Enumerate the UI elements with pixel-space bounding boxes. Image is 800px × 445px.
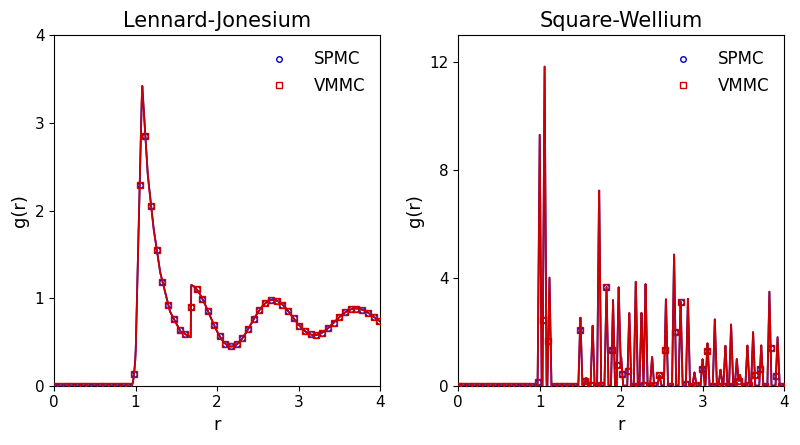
X-axis label: r: r	[618, 416, 625, 434]
VMMC	[363, 310, 373, 315]
SPMC	[480, 383, 490, 388]
VMMC	[777, 383, 786, 388]
Y-axis label: g(r): g(r)	[406, 194, 424, 227]
Line: SPMC: SPMC	[455, 284, 784, 388]
Legend: SPMC, VMMC: SPMC, VMMC	[252, 44, 372, 101]
Y-axis label: g(r): g(r)	[11, 194, 29, 227]
VMMC	[294, 323, 304, 328]
SPMC	[272, 298, 282, 303]
VMMC	[129, 372, 138, 377]
Legend: SPMC, VMMC: SPMC, VMMC	[656, 44, 776, 101]
SPMC	[454, 383, 463, 388]
VMMC	[329, 320, 338, 325]
Title: Square-Wellium: Square-Wellium	[539, 11, 702, 31]
VMMC	[123, 383, 133, 388]
SPMC	[517, 383, 526, 388]
VMMC	[454, 383, 463, 388]
SPMC	[654, 372, 664, 378]
Line: VMMC: VMMC	[51, 134, 382, 388]
SPMC	[123, 383, 133, 388]
SPMC	[50, 383, 59, 388]
SPMC	[739, 383, 749, 388]
VMMC	[374, 318, 384, 324]
X-axis label: r: r	[214, 416, 221, 434]
SPMC	[129, 372, 138, 377]
Title: Lennard-Jonesium: Lennard-Jonesium	[123, 11, 311, 31]
VMMC	[50, 383, 59, 388]
VMMC	[654, 372, 664, 378]
Line: SPMC: SPMC	[51, 134, 382, 388]
VMMC	[480, 383, 490, 388]
SPMC	[141, 134, 150, 139]
SPMC	[329, 320, 338, 325]
VMMC	[272, 298, 282, 303]
VMMC	[517, 383, 526, 388]
SPMC	[294, 323, 304, 328]
SPMC	[602, 285, 611, 290]
VMMC	[618, 371, 627, 376]
SPMC	[538, 318, 548, 323]
SPMC	[363, 310, 373, 315]
VMMC	[538, 318, 548, 323]
VMMC	[739, 383, 749, 388]
SPMC	[777, 383, 786, 388]
VMMC	[602, 285, 611, 290]
SPMC	[618, 371, 627, 376]
VMMC	[141, 134, 150, 139]
SPMC	[374, 318, 384, 324]
Line: VMMC: VMMC	[455, 284, 784, 388]
